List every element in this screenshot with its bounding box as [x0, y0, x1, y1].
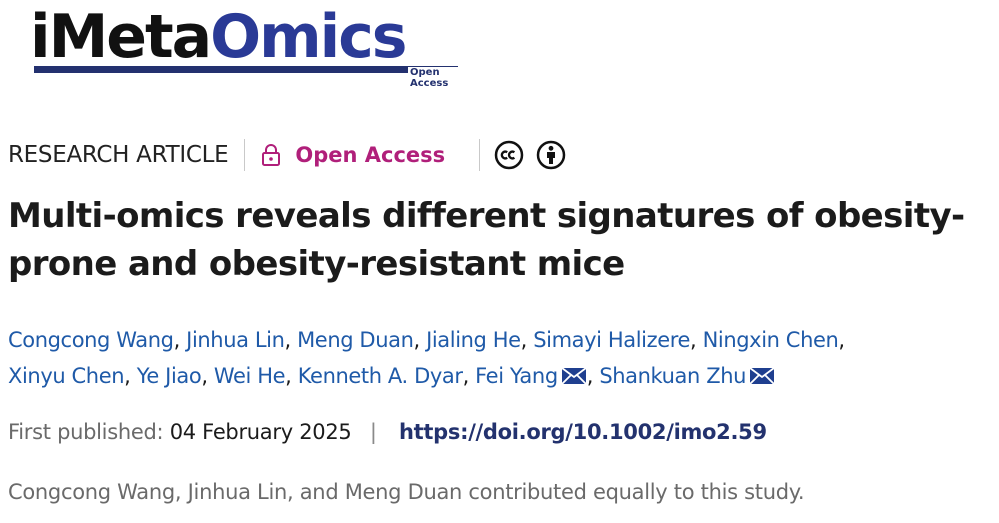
doi-link[interactable]: https://doi.org/10.1002/imo2.59	[399, 420, 767, 444]
article-meta-row: RESEARCH ARTICLE Open Access	[8, 138, 578, 172]
journal-logo[interactable]: iMetaOmics Open Access	[30, 0, 470, 90]
author-link[interactable]: Ningxin Chen	[702, 328, 839, 352]
lock-open-icon	[262, 144, 281, 166]
envelope-icon[interactable]	[749, 367, 775, 385]
attribution-icon[interactable]	[536, 140, 566, 170]
divider	[244, 139, 246, 171]
first-published-label: First published:	[8, 420, 164, 444]
creative-commons-icon[interactable]	[494, 140, 524, 170]
logo-underline	[34, 66, 458, 73]
publication-date: 04 February 2025	[169, 420, 352, 444]
author-link[interactable]: Xinyu Chen	[8, 364, 125, 388]
author-link[interactable]: Jinhua Lin	[186, 328, 285, 352]
author-link[interactable]: Kenneth A. Dyar	[297, 364, 463, 388]
article-title: Multi-omics reveals different signatures…	[8, 196, 965, 284]
open-access-label[interactable]: Open Access	[295, 143, 446, 167]
envelope-icon[interactable]	[561, 367, 587, 385]
author-link[interactable]: Meng Duan	[297, 328, 414, 352]
author-link[interactable]: Wei He	[213, 364, 286, 388]
divider: |	[369, 420, 377, 444]
author-link[interactable]: Ye Jiao	[136, 364, 202, 388]
author-link[interactable]: Simayi Halizere	[533, 328, 691, 352]
article-type: RESEARCH ARTICLE	[8, 142, 229, 168]
logo-wordmark: iMetaOmics	[30, 2, 408, 72]
author-link[interactable]: Fei Yang	[475, 364, 558, 388]
author-list: Congcong Wang, Jinhua Lin, Meng Duan, Ji…	[8, 328, 845, 388]
author-link[interactable]: Congcong Wang	[8, 328, 174, 352]
author-link[interactable]: Shankuan Zhu	[599, 364, 747, 388]
divider	[479, 139, 481, 171]
publication-info: First published: 04 February 2025 | http…	[8, 420, 767, 444]
author-link[interactable]: Jialing He	[426, 328, 521, 352]
logo-subtitle: Open Access	[408, 67, 470, 89]
equal-contribution-note: Congcong Wang, Jinhua Lin, and Meng Duan…	[8, 480, 805, 504]
